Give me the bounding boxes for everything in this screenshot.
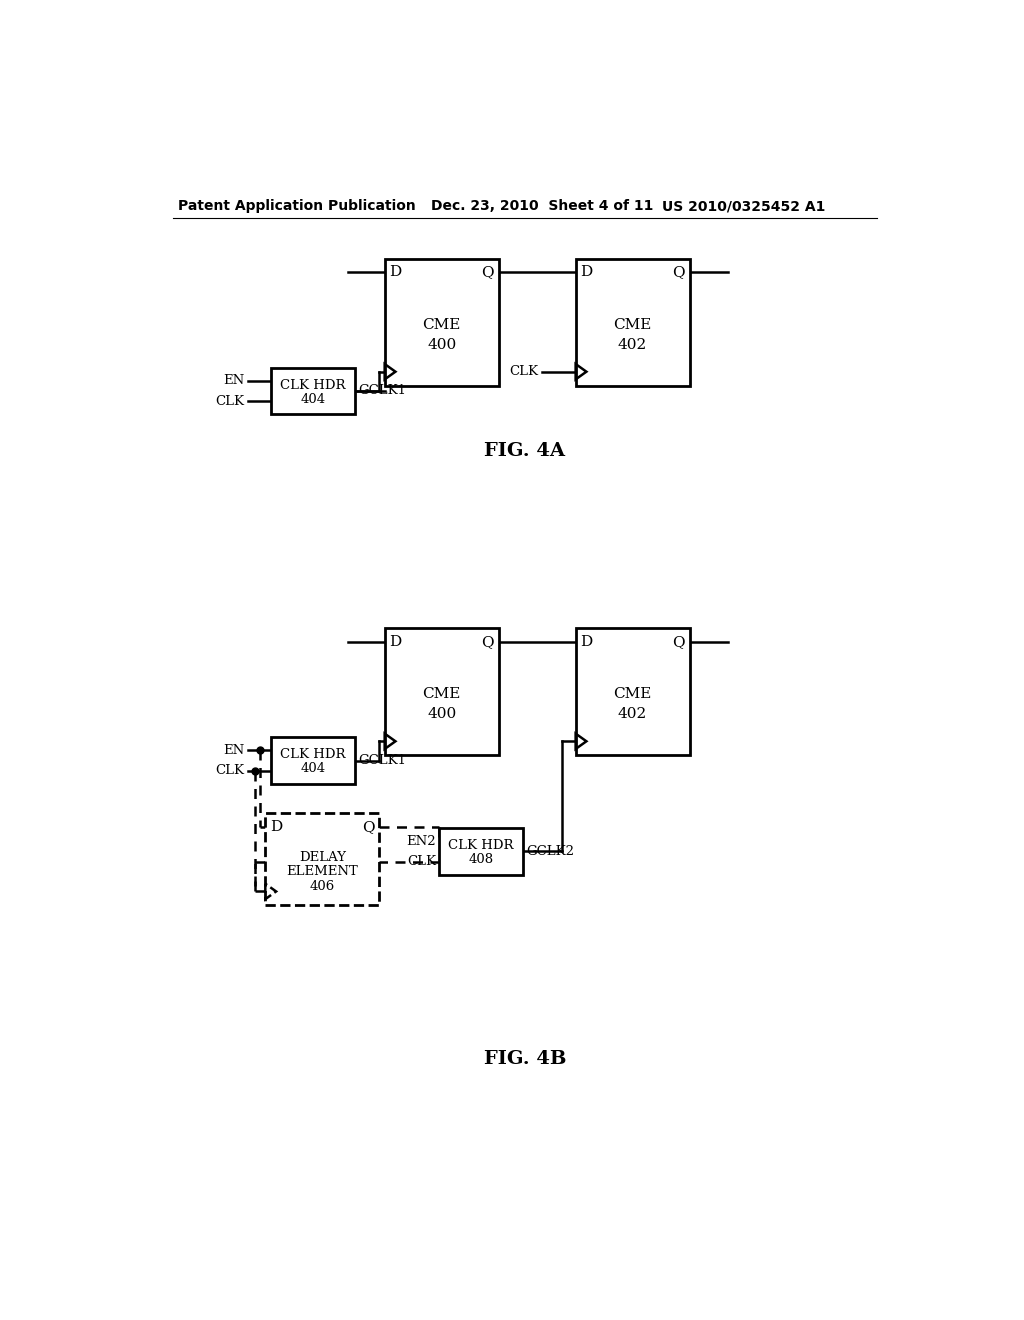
Text: FIG. 4A: FIG. 4A: [484, 442, 565, 459]
Bar: [265, 813, 379, 906]
Text: CME: CME: [423, 688, 461, 701]
Text: Patent Application Publication: Patent Application Publication: [178, 199, 416, 213]
Text: CLK: CLK: [215, 764, 245, 777]
Text: 400: 400: [427, 708, 457, 722]
Text: CME: CME: [423, 318, 461, 331]
Text: 406: 406: [309, 880, 335, 894]
Text: EN: EN: [223, 744, 245, 756]
Bar: [270, 368, 355, 414]
Bar: [575, 259, 689, 385]
Text: D: D: [581, 635, 593, 649]
Text: 402: 402: [617, 338, 647, 352]
Text: GCLK1: GCLK1: [358, 754, 407, 767]
Text: D: D: [270, 820, 283, 834]
Text: GCLK2: GCLK2: [526, 845, 574, 858]
Text: CLK: CLK: [510, 366, 539, 379]
Text: Dec. 23, 2010  Sheet 4 of 11: Dec. 23, 2010 Sheet 4 of 11: [431, 199, 653, 213]
Text: D: D: [389, 635, 401, 649]
Text: D: D: [389, 265, 401, 280]
Text: CLK HDR: CLK HDR: [281, 748, 346, 762]
Text: 400: 400: [427, 338, 457, 352]
Bar: [385, 628, 499, 755]
Text: DELAY: DELAY: [299, 851, 346, 863]
Bar: [270, 738, 355, 784]
Text: Q: Q: [673, 635, 685, 649]
Text: FIG. 4B: FIG. 4B: [483, 1051, 566, 1068]
Text: 408: 408: [468, 853, 494, 866]
Text: CLK: CLK: [408, 855, 436, 869]
Text: CLK HDR: CLK HDR: [449, 840, 514, 853]
Bar: [438, 829, 523, 875]
Text: EN2: EN2: [407, 834, 436, 847]
Text: 404: 404: [300, 763, 326, 775]
Text: D: D: [581, 265, 593, 280]
Text: CME: CME: [613, 688, 652, 701]
Text: CME: CME: [613, 318, 652, 331]
Text: US 2010/0325452 A1: US 2010/0325452 A1: [662, 199, 825, 213]
Bar: [575, 628, 689, 755]
Text: 402: 402: [617, 708, 647, 722]
Text: Q: Q: [673, 265, 685, 280]
Text: GCLK1: GCLK1: [358, 384, 407, 397]
Text: 404: 404: [300, 393, 326, 405]
Text: CLK HDR: CLK HDR: [281, 379, 346, 392]
Bar: [385, 259, 499, 385]
Text: Q: Q: [481, 265, 495, 280]
Text: Q: Q: [481, 635, 495, 649]
Text: ELEMENT: ELEMENT: [287, 865, 358, 878]
Text: CLK: CLK: [215, 395, 245, 408]
Text: EN: EN: [223, 375, 245, 387]
Text: Q: Q: [362, 820, 375, 834]
